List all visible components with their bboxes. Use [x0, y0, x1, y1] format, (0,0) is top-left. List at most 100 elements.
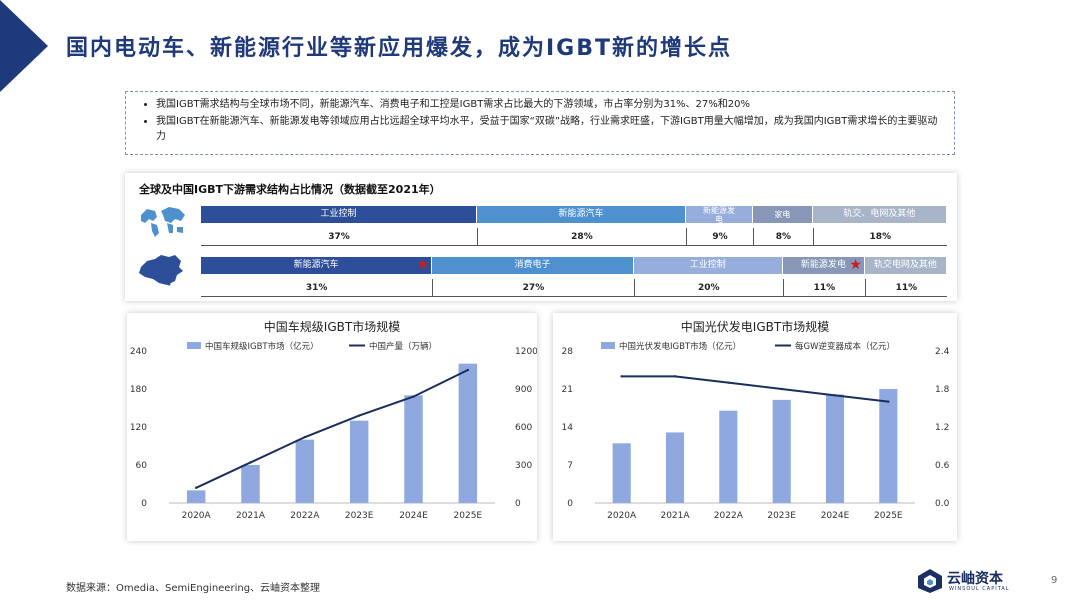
bar [404, 395, 423, 503]
bar [295, 439, 315, 503]
summary-box: 我国IGBT需求结构与全球市场不同，新能源汽车、消费电子和工控是IGBT需求占比… [125, 91, 955, 155]
chart-title: 中国车规级IGBT市场规模 [263, 320, 401, 334]
x-tick-label: 2021A [660, 511, 690, 521]
line-point [357, 414, 361, 417]
world-map-icon [141, 207, 185, 237]
x-tick-label: 2022A [714, 511, 744, 521]
legend-bar-label: 中国车规级IGBT市场（亿元） [205, 341, 319, 352]
bar [458, 363, 478, 503]
logo-subtitle: WINSOUL CAPITAL [949, 586, 1010, 592]
y-tick-label: 14 [562, 423, 574, 433]
structure-segment: 轨交电网及其他 [864, 257, 947, 274]
structure-segment: 轨交、电网及其他 [812, 206, 947, 223]
summary-bullet: 我国IGBT需求结构与全球市场不同，新能源汽车、消费电子和工控是IGBT需求占比… [156, 97, 944, 112]
y2-tick-label: 2.4 [935, 347, 950, 357]
structure-title: 全球及中国IGBT下游需求结构占比情况（数据截至2021年） [139, 183, 441, 196]
y2-tick-label: 0 [515, 499, 521, 509]
x-tick-label: 2023E [767, 511, 796, 521]
segment-label: 工业控制 [320, 209, 357, 219]
highlight-star-icon: ★ [849, 257, 862, 273]
line-point [673, 375, 677, 378]
ev-igbt-chart-panel: 中国车规级IGBT市场规模 0 60 120 180 240 0 300 600 900 1200… [127, 313, 537, 541]
y-tick-label: 0 [567, 499, 573, 509]
segment-percent: 18% [812, 228, 947, 246]
line-point [727, 381, 730, 384]
segment-label: 新能源汽车 [293, 260, 339, 270]
y2-tick-label: 300 [515, 461, 532, 471]
y-tick-label: 28 [562, 347, 574, 357]
segment-percent: 20% [633, 279, 783, 297]
bar [665, 432, 685, 503]
y-tick-label: 60 [136, 461, 148, 471]
y2-tick-label: 0.6 [935, 461, 950, 471]
segment-label: 消费电子 [514, 260, 551, 270]
line-point [412, 395, 415, 398]
y-tick-label: 180 [130, 385, 147, 395]
chart-title: 中国光伏发电IGBT市场规模 [680, 320, 830, 334]
bar [825, 394, 845, 503]
china-map-icon [139, 255, 183, 286]
x-tick-label: 2022A [290, 511, 320, 521]
y2-tick-label: 1.2 [935, 423, 949, 433]
demand-structure-panel: 全球及中国IGBT下游需求结构占比情况（数据截至2021年） 工业控制 新能源汽车… [125, 173, 957, 301]
logo-mark-icon [918, 569, 942, 593]
legend-bar-label: 中国光伏发电IGBT市场（亿元） [619, 341, 741, 352]
structure-segment: 新能源发电 [685, 206, 754, 223]
y-tick-label: 7 [567, 461, 573, 471]
x-tick-label: 2025E [874, 511, 903, 521]
legend-bar-swatch [601, 342, 615, 349]
segment-label: 轨交、电网及其他 [843, 209, 916, 219]
x-tick-label: 2024E [399, 511, 428, 521]
bar [186, 490, 206, 503]
segment-percent: 28% [477, 228, 686, 246]
bar [719, 410, 738, 503]
company-logo: 云岫资本 WINSOUL CAPITAL [917, 568, 1027, 596]
y-tick-label: 120 [130, 423, 147, 433]
bar [772, 399, 791, 503]
segment-percent: 31% [201, 279, 433, 297]
segment-label: 新能源汽车 [558, 209, 604, 219]
segment-label: 轨交电网及其他 [873, 260, 937, 270]
bar [349, 420, 369, 503]
china-structure-bar: 新能源汽车 ★ 消费电子 工业控制 新能源发电 ★ 轨交电网及其他 [201, 257, 947, 274]
global-structure-bar: 工业控制 新能源汽车 新能源发电 家电 轨交、电网及其他 [201, 206, 947, 223]
y2-tick-label: 900 [515, 385, 532, 395]
y-tick-label: 240 [130, 347, 147, 357]
structure-segment: 工业控制 [633, 257, 783, 274]
pv-igbt-chart: 0 7 14 21 28 0.0 0.6 1.2 1.8 2.4 2020A 2021A 2022A 20… [562, 341, 950, 521]
line-point [194, 486, 198, 489]
line-point [249, 461, 252, 464]
structure-segment: 新能源汽车 ★ [201, 257, 433, 274]
segment-percent: 8% [753, 228, 813, 246]
series-line [621, 375, 889, 403]
structure-segment: 新能源发电 ★ [782, 257, 865, 274]
y2-tick-label: 0.0 [935, 499, 950, 509]
line-point [466, 368, 470, 372]
china-percent-row: 31% 27% 20% 11% 11% [201, 279, 947, 297]
segment-percent: 11% [864, 279, 947, 297]
y2-tick-label: 600 [515, 423, 532, 433]
y-tick-label: 0 [141, 499, 147, 509]
x-tick-label: 2020A [182, 511, 212, 521]
legend-bar-swatch [187, 342, 201, 349]
global-percent-row: 37% 28% 9% 8% 18% [201, 228, 947, 246]
structure-segment: 家电 [753, 206, 813, 223]
line-point [887, 400, 890, 403]
data-source: 数据来源：Omedia、SemiEngineering、云岫资本整理 [66, 583, 321, 594]
segment-percent: 37% [201, 228, 478, 246]
segment-label: 新能源发电 [800, 260, 846, 270]
summary-bullet: 我国IGBT在新能源汽车、新能源发电等领域应用占比远超全球平均水平，受益于国家“… [156, 114, 944, 144]
page-title: 国内电动车、新能源行业等新应用爆发，成为IGBT新的增长点 [66, 36, 733, 61]
x-tick-label: 2024E [821, 511, 850, 521]
bar [612, 443, 631, 503]
corner-triangle-decoration [0, 0, 48, 92]
line-point [780, 387, 783, 391]
segment-label: 工业控制 [689, 260, 726, 270]
segment-percent: 27% [432, 279, 634, 297]
line-point [303, 435, 307, 439]
segment-percent: 11% [782, 279, 865, 297]
y2-tick-label: 1.8 [935, 385, 950, 395]
segment-label: 家电 [774, 210, 791, 219]
segment-percent: 9% [685, 228, 754, 246]
structure-segment: 工业控制 [201, 206, 478, 223]
